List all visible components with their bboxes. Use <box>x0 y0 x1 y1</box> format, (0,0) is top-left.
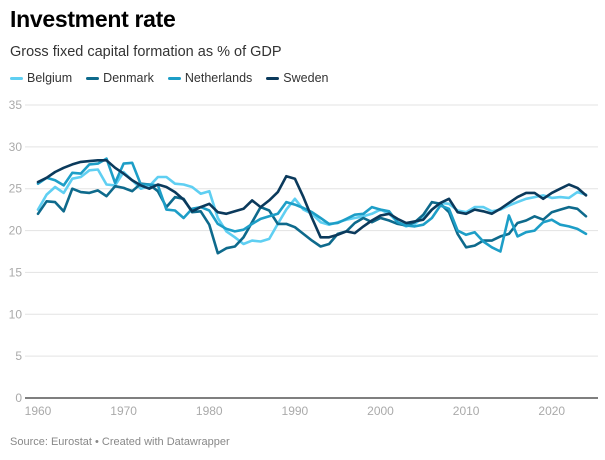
x-tick-label: 2010 <box>453 404 480 418</box>
y-tick-label: 10 <box>9 307 23 321</box>
legend: Belgium Denmark Netherlands Sweden <box>10 71 328 85</box>
legend-swatch <box>266 76 280 80</box>
legend-swatch <box>167 76 181 80</box>
line-chart: 0 5 10 15 20 25 30 35 1960 1970 1980 1990 2000 2010 20… <box>9 98 598 418</box>
y-tick-label: 5 <box>15 349 22 363</box>
legend-swatch <box>86 76 100 80</box>
x-tick-label: 1980 <box>196 404 223 418</box>
legend-label: Denmark <box>103 71 154 85</box>
legend-item-sweden: Sweden <box>266 71 328 85</box>
legend-swatch <box>10 76 23 80</box>
chart-subtitle: Gross fixed capital formation as % of GD… <box>10 44 282 60</box>
legend-item-netherlands: Netherlands <box>167 71 253 85</box>
y-tick-label: 25 <box>9 182 23 196</box>
x-tick-label: 1960 <box>25 404 52 418</box>
y-tick-label: 0 <box>15 391 22 405</box>
y-tick-label: 35 <box>9 98 23 112</box>
chart-title: Investment rate <box>10 6 176 32</box>
y-tick-label: 15 <box>9 265 23 279</box>
legend-label: Sweden <box>283 71 329 85</box>
legend-item-belgium: Belgium <box>10 71 72 85</box>
x-tick-label: 1970 <box>110 404 137 418</box>
series-line-denmark <box>36 182 588 255</box>
y-tick-label: 30 <box>9 140 23 154</box>
legend-label: Netherlands <box>184 71 253 85</box>
series-line-netherlands <box>36 157 588 253</box>
source-note: Source: Eurostat • Created with Datawrap… <box>10 436 230 448</box>
x-tick-label: 2000 <box>367 404 394 418</box>
x-tick-label: 2020 <box>538 404 565 418</box>
y-tick-label: 20 <box>9 224 23 238</box>
series-line-sweden <box>36 159 588 239</box>
legend-item-denmark: Denmark <box>86 71 154 85</box>
legend-label: Belgium <box>27 71 73 85</box>
x-tick-label: 1990 <box>282 404 309 418</box>
